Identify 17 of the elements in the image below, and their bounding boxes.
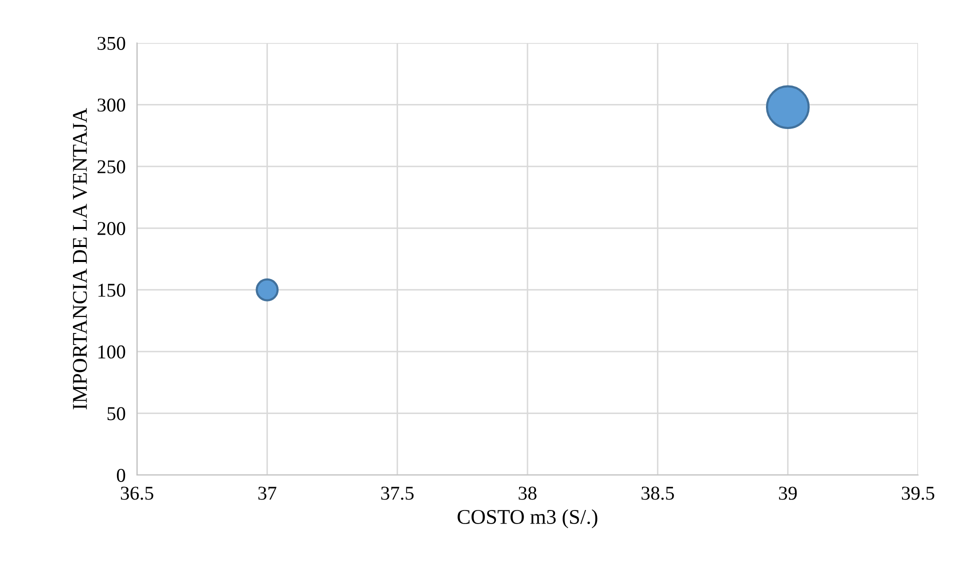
x-tick-label: 37.5	[381, 486, 414, 500]
y-tick-label: 50	[108, 407, 126, 420]
y-tick-label: 350	[98, 36, 126, 50]
x-tick-label: 38	[518, 486, 536, 500]
y-tick-label: 300	[98, 98, 126, 112]
y-tick-label: 250	[98, 160, 126, 174]
x-tick-label: 38.5	[642, 486, 674, 500]
x-axis-title: COSTO m3 (S/.)	[458, 509, 598, 528]
x-tick-label: 37	[258, 486, 276, 500]
y-axis-title: IMPORTANCIA DE LA VENTAJA	[72, 108, 88, 410]
y-tick-label: 100	[98, 345, 126, 359]
y-tick-label: 150	[98, 284, 126, 297]
y-tick-label: 200	[98, 222, 126, 236]
x-tick-label: 36.5	[120, 486, 154, 500]
x-tick-label: 39.5	[902, 486, 934, 500]
x-tick-label: 39	[779, 486, 797, 500]
y-tick-label: 0	[116, 468, 126, 482]
